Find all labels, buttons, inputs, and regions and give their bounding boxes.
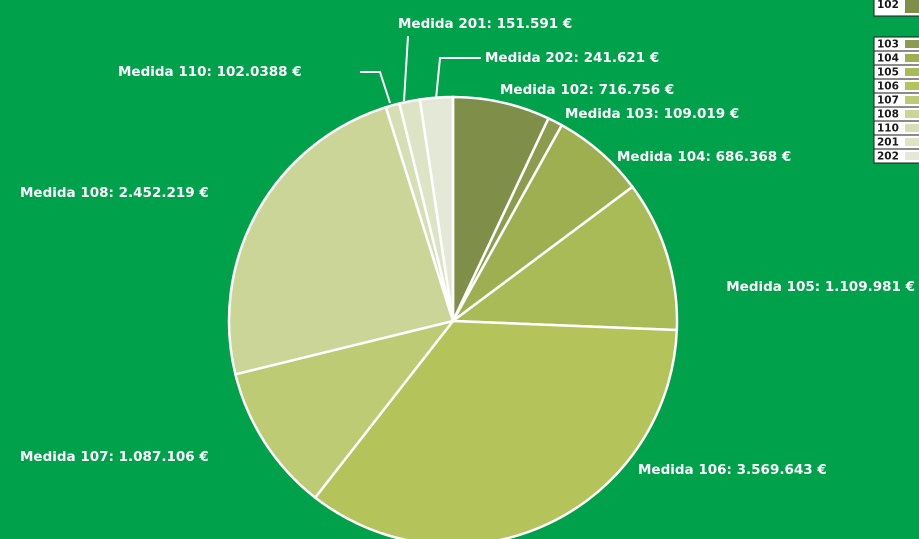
data-label: Medida 106: 3.569.643 € bbox=[638, 462, 827, 478]
legend-swatch bbox=[905, 40, 919, 48]
legend-swatch bbox=[905, 96, 919, 104]
legend-swatch bbox=[905, 0, 919, 13]
legend-swatch bbox=[905, 68, 919, 76]
data-label: Medida 103: 109.019 € bbox=[565, 106, 739, 122]
pie-slice bbox=[233, 318, 457, 500]
legend-label: 107 bbox=[877, 95, 899, 107]
pie-slice bbox=[449, 185, 679, 332]
legend-swatch bbox=[905, 124, 919, 132]
legend-label: 102 bbox=[877, 0, 899, 11]
data-label: Medida 105: 1.109.981 € bbox=[726, 279, 915, 295]
legend-label: 202 bbox=[877, 151, 899, 163]
legend-label: 110 bbox=[877, 123, 899, 135]
data-label: Medida 202: 241.621 € bbox=[485, 50, 659, 66]
legend-swatch bbox=[905, 110, 919, 118]
legend-label: 106 bbox=[877, 81, 899, 93]
legend-label: 108 bbox=[877, 109, 899, 121]
legend-label: 201 bbox=[877, 137, 899, 149]
leader-line bbox=[435, 57, 481, 100]
legend-swatch bbox=[905, 54, 919, 62]
legend-swatch bbox=[905, 138, 919, 146]
legend-label: 105 bbox=[877, 67, 899, 79]
data-label: Medida 201: 151.591 € bbox=[398, 16, 572, 32]
leader-line bbox=[403, 35, 409, 102]
pie-slice bbox=[227, 105, 455, 376]
data-label: Medida 108: 2.452.219 € bbox=[20, 185, 209, 201]
data-label: Medida 110: 102.0388 € bbox=[118, 64, 302, 80]
legend-swatch bbox=[905, 152, 919, 160]
data-label: Medida 107: 1.087.106 € bbox=[20, 449, 209, 465]
legend-label: 104 bbox=[877, 53, 899, 65]
legend-swatch bbox=[905, 82, 919, 90]
data-label: Medida 102: 716.756 € bbox=[500, 82, 674, 98]
leader-line bbox=[360, 71, 391, 104]
legend-label: 103 bbox=[877, 39, 899, 51]
data-label: Medida 104: 686.368 € bbox=[617, 149, 791, 165]
pie-slice bbox=[313, 319, 679, 539]
